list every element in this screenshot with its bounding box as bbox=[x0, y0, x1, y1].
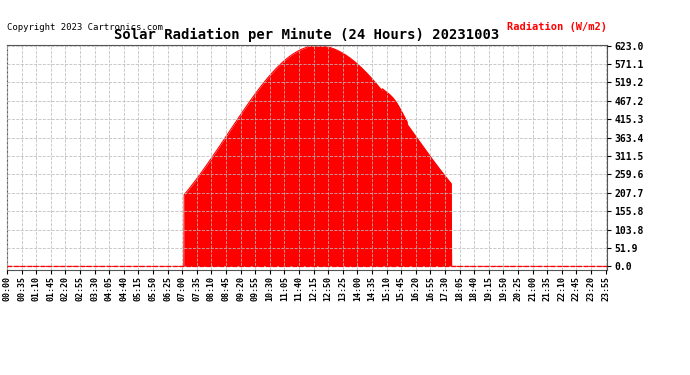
Text: Radiation (W/m2): Radiation (W/m2) bbox=[507, 21, 607, 32]
Title: Solar Radiation per Minute (24 Hours) 20231003: Solar Radiation per Minute (24 Hours) 20… bbox=[115, 28, 500, 42]
Text: Copyright 2023 Cartronics.com: Copyright 2023 Cartronics.com bbox=[7, 22, 163, 32]
